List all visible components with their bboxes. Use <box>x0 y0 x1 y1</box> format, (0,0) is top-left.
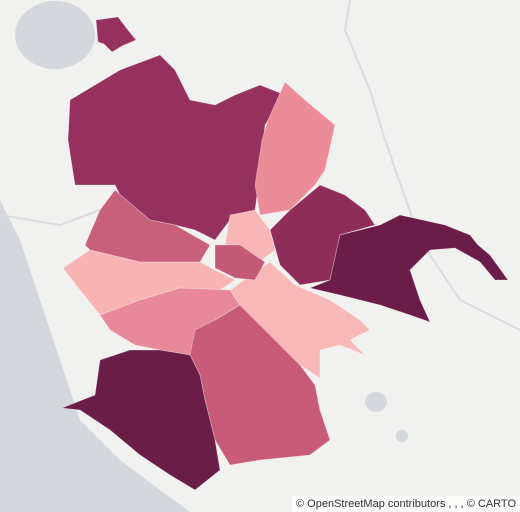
lake <box>396 430 408 442</box>
lake <box>15 1 95 69</box>
district <box>62 249 236 316</box>
district <box>61 349 221 491</box>
lake <box>365 392 387 412</box>
district <box>214 244 266 281</box>
road <box>343 0 520 331</box>
road <box>0 209 101 227</box>
district <box>95 16 137 53</box>
sea <box>0 200 190 512</box>
attribution: © OpenStreetMap contributors , , , © CAR… <box>292 496 520 512</box>
district <box>308 214 509 323</box>
